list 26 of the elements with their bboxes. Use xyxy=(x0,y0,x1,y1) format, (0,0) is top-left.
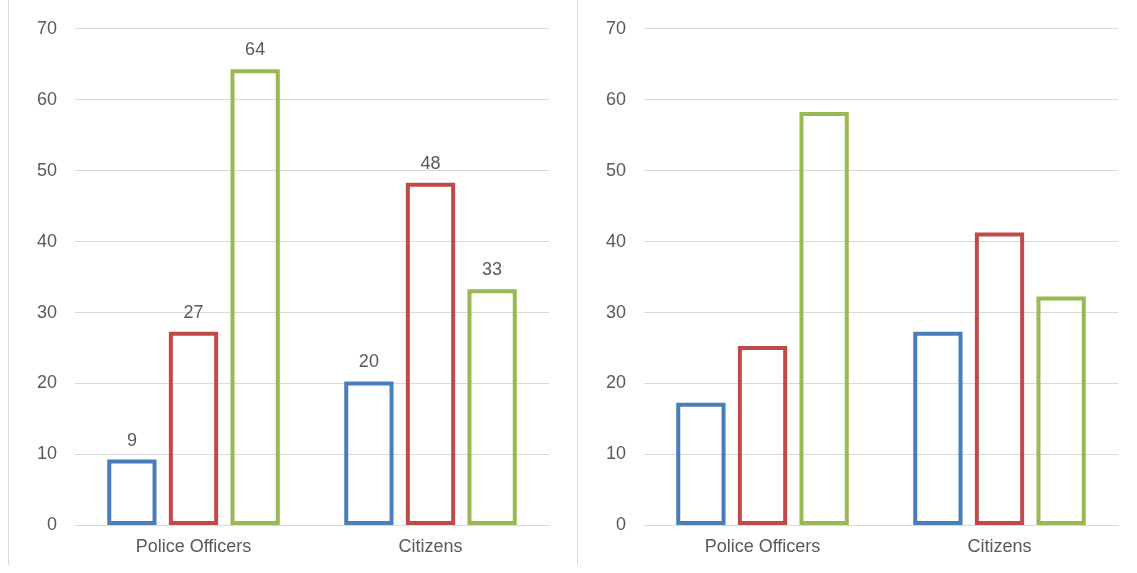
y-tick-label: 70 xyxy=(36,17,58,38)
x-tick-label: Citizens xyxy=(967,536,1032,557)
y-tick-label: 10 xyxy=(605,443,627,464)
data-label: 20 xyxy=(358,351,379,372)
y-tick-label: 20 xyxy=(605,372,627,393)
x-tick-label: Police Officers xyxy=(704,536,821,557)
y-tick-label: 60 xyxy=(605,88,627,109)
y-tick-label: 0 xyxy=(616,514,627,535)
x-tick-label: Citizens xyxy=(398,536,463,557)
y-tick-label: 10 xyxy=(36,443,58,464)
y-tick-label: 30 xyxy=(36,301,58,322)
y-tick-label: 20 xyxy=(36,372,58,393)
data-label: 27 xyxy=(183,301,204,322)
y-tick-label: 50 xyxy=(36,159,58,180)
y-tick-label: 70 xyxy=(605,17,627,38)
y-tick-label: 30 xyxy=(605,301,627,322)
x-tick-label: Police Officers xyxy=(135,536,252,557)
data-label: 9 xyxy=(126,429,137,450)
y-tick-label: 50 xyxy=(605,159,627,180)
y-tick-label: 60 xyxy=(36,88,58,109)
y-tick-label: 40 xyxy=(605,230,627,251)
y-tick-label: 0 xyxy=(47,514,58,535)
data-label: 64 xyxy=(245,39,266,60)
y-tick-label: 40 xyxy=(36,230,58,251)
data-label: 48 xyxy=(420,152,441,173)
data-label: 33 xyxy=(482,259,503,280)
